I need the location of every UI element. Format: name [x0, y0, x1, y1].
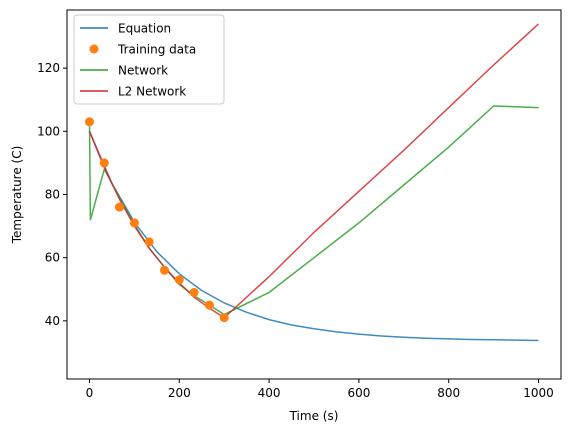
data-point-training-data — [129, 218, 139, 228]
x-tick-label: 200 — [168, 386, 191, 400]
x-axis-label: Time (s) — [289, 409, 339, 423]
legend-item-l2-network: L2 Network — [80, 85, 186, 99]
y-axis: 40 60 80 100 120 — [37, 61, 67, 328]
legend-box — [73, 14, 225, 105]
legend-label: Network — [118, 64, 168, 78]
legend: Equation Training data Network L2 Network — [73, 14, 225, 105]
data-point-training-data — [160, 265, 169, 275]
legend-label: L2 Network — [118, 85, 186, 99]
y-tick-label: 60 — [45, 251, 60, 265]
x-tick-label: 600 — [347, 386, 370, 400]
data-point-training-data — [115, 202, 124, 212]
legend-item-equation: Equation — [80, 22, 171, 36]
x-tick-label: 0 — [86, 386, 94, 400]
data-point-training-data — [189, 287, 199, 297]
series-line-network — [88, 105, 539, 316]
data-point-training-data — [219, 313, 229, 323]
data-point-training-data — [174, 275, 184, 285]
y-tick-label: 120 — [37, 61, 60, 75]
legend-label: Training data — [117, 43, 196, 57]
legend-item-network: Network — [80, 64, 168, 78]
legend-item-training-data: Training data — [89, 43, 196, 57]
x-tick-label: 1000 — [523, 386, 554, 400]
y-tick-label: 100 — [37, 124, 60, 138]
y-axis-label: Temperature (C) — [10, 146, 24, 245]
data-point-training-data — [85, 117, 94, 127]
data-point-training-data — [204, 300, 214, 310]
data-point-training-data — [144, 237, 154, 247]
y-tick-label: 40 — [45, 314, 60, 328]
legend-label: Equation — [118, 22, 171, 36]
data-point-training-data — [99, 158, 109, 168]
x-tick-label: 800 — [437, 386, 460, 400]
series-line-equation — [88, 131, 539, 342]
x-tick-label: 400 — [258, 386, 281, 400]
markers-layer — [85, 117, 229, 323]
legend-marker-swatch — [89, 44, 99, 54]
x-axis: 0 200 400 600 800 1000 — [86, 379, 554, 400]
y-tick-label: 80 — [45, 188, 60, 202]
